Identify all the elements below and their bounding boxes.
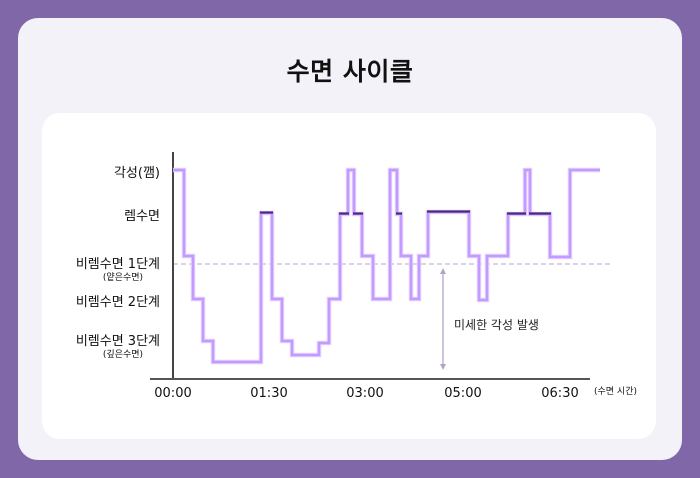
x-axis-unit: (수면 시간) xyxy=(594,387,638,397)
annotation-micro-awakening: 미세한 각성 발생 xyxy=(454,318,539,332)
double-arrow-icon xyxy=(440,268,446,370)
y-label-awake: 각성(깸) xyxy=(113,166,160,181)
x-tick-4: 06:30 xyxy=(541,386,579,401)
y-label-nrem1: 비렘수면 1단계 xyxy=(75,257,160,272)
x-tick-2: 03:00 xyxy=(346,386,384,401)
chart-title: 수면 사이클 xyxy=(286,57,414,86)
chart-panel xyxy=(42,113,656,439)
x-tick-0: 00:00 xyxy=(154,386,192,401)
y-sublabel-nrem1: (얕은수면) xyxy=(102,273,144,283)
rem-highlights xyxy=(260,210,551,215)
y-label-rem: 렘수면 xyxy=(124,209,160,224)
x-tick-3: 05:00 xyxy=(444,386,482,401)
sleep-stage-line xyxy=(173,167,600,365)
y-label-nrem3: 비렘수면 3단계 xyxy=(75,334,160,349)
x-tick-1: 01:30 xyxy=(250,386,288,401)
y-label-nrem2: 비렘수면 2단계 xyxy=(75,295,160,310)
y-sublabel-nrem3: (깊은수면) xyxy=(102,350,144,360)
